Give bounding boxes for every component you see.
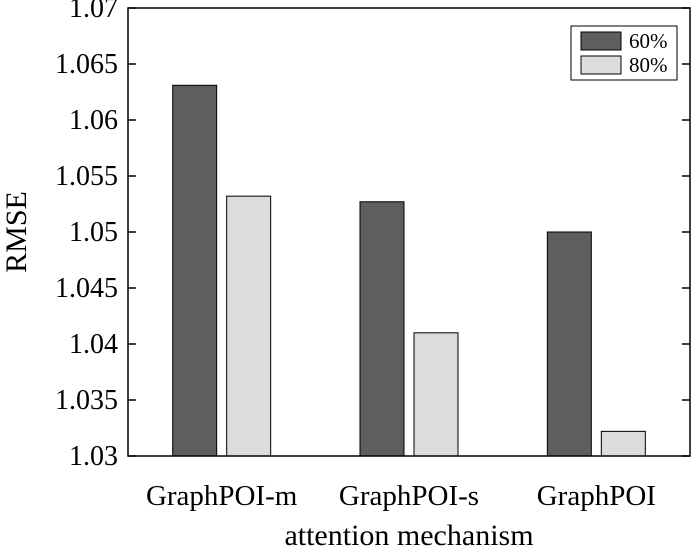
bar-60pct-graphpoi-m [172,84,218,457]
bar-80pct-graphpoi-m [226,195,272,457]
y-tick-label: 1.045 [55,273,118,304]
y-tick-label: 1.05 [69,217,118,248]
y-tick-label: 1.04 [69,329,118,360]
x-category-label: GraphPOI [537,480,656,512]
x-category-label: GraphPOI-s [339,480,479,512]
bar-80pct-graphpoi [600,430,646,457]
legend-label-80: 80% [629,53,668,77]
bar-60pct-graphpoi-s [359,201,405,457]
y-tick-label: 1.065 [55,49,118,80]
bar-group [172,84,646,457]
y-tick-label: 1.06 [69,105,118,136]
y-axis-title: RMSE [0,191,33,273]
legend-swatch-80 [580,55,622,75]
x-axis-title: attention mechanism [284,519,533,551]
x-axis-category-labels: GraphPOI-m GraphPOI-s GraphPOI [146,480,656,512]
legend-label-60: 60% [629,29,668,53]
bar-80pct-graphpoi-s [413,332,459,457]
y-tick-label: 1.055 [55,161,118,192]
y-axis-ticks: 1.03 1.035 1.04 1.045 1.05 1.055 1.06 1.065 1.07 [55,0,690,472]
legend: 60% 80% [570,25,678,81]
y-tick-label: 1.03 [69,441,118,472]
y-tick-label: 1.07 [69,0,118,24]
y-tick-label: 1.035 [55,385,118,416]
plot-area-frame [127,7,691,457]
legend-swatch-60 [580,31,622,51]
x-category-label: GraphPOI-m [146,480,298,512]
bar-60pct-graphpoi [546,231,592,457]
